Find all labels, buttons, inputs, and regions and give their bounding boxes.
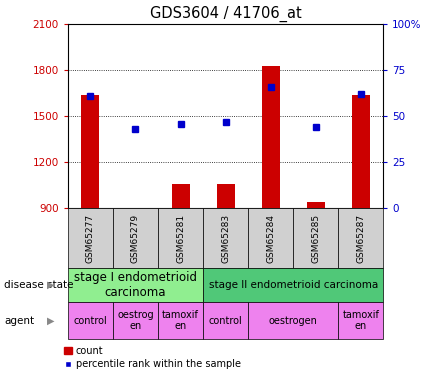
Bar bbox=[307, 202, 325, 208]
Text: disease state: disease state bbox=[4, 280, 74, 290]
Text: stage I endometrioid
carcinoma: stage I endometrioid carcinoma bbox=[74, 271, 197, 299]
Bar bbox=[127, 208, 145, 211]
Text: ▶: ▶ bbox=[46, 280, 54, 290]
Text: tamoxif
en: tamoxif en bbox=[342, 310, 379, 332]
Bar bbox=[248, 208, 293, 268]
Text: control: control bbox=[74, 316, 107, 326]
Bar bbox=[216, 184, 235, 208]
Legend: count, percentile rank within the sample: count, percentile rank within the sample bbox=[64, 346, 240, 369]
Text: ▶: ▶ bbox=[46, 316, 54, 326]
Text: GSM65281: GSM65281 bbox=[176, 214, 185, 262]
Text: GSM65277: GSM65277 bbox=[86, 214, 95, 262]
Bar bbox=[203, 268, 383, 302]
Text: GSM65285: GSM65285 bbox=[311, 214, 320, 262]
Text: control: control bbox=[208, 316, 243, 326]
Bar bbox=[172, 184, 190, 208]
Bar bbox=[338, 302, 383, 339]
Bar bbox=[293, 208, 338, 268]
Bar bbox=[68, 208, 113, 268]
Bar bbox=[248, 302, 338, 339]
Bar bbox=[68, 302, 113, 339]
Bar bbox=[158, 302, 203, 339]
Bar bbox=[68, 268, 203, 302]
Text: agent: agent bbox=[4, 316, 35, 326]
Text: oestrog
en: oestrog en bbox=[117, 310, 154, 332]
Bar bbox=[338, 208, 383, 268]
Text: GSM65287: GSM65287 bbox=[356, 214, 365, 262]
Bar bbox=[203, 302, 248, 339]
Bar bbox=[352, 95, 370, 208]
Text: GSM65284: GSM65284 bbox=[266, 214, 275, 262]
Bar bbox=[113, 302, 158, 339]
Text: oestrogen: oestrogen bbox=[268, 316, 318, 326]
Text: tamoxif
en: tamoxif en bbox=[162, 310, 199, 332]
Text: GSM65279: GSM65279 bbox=[131, 214, 140, 262]
Bar bbox=[81, 95, 99, 208]
Bar bbox=[261, 66, 279, 208]
Bar bbox=[113, 208, 158, 268]
Title: GDS3604 / 41706_at: GDS3604 / 41706_at bbox=[150, 5, 301, 22]
Bar bbox=[203, 208, 248, 268]
Text: stage II endometrioid carcinoma: stage II endometrioid carcinoma bbox=[208, 280, 378, 290]
Text: GSM65283: GSM65283 bbox=[221, 214, 230, 262]
Bar bbox=[158, 208, 203, 268]
